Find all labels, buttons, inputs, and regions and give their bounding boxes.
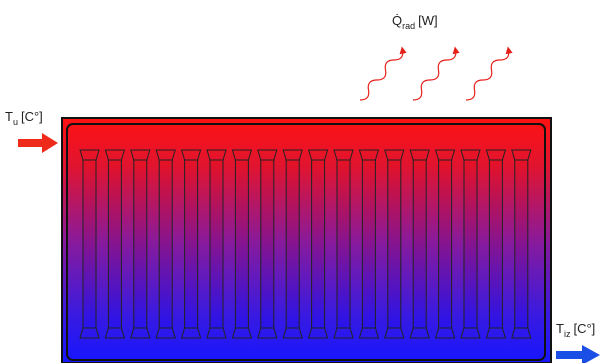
column bbox=[514, 159, 529, 329]
column bbox=[184, 159, 199, 329]
column bbox=[285, 159, 300, 329]
column bbox=[361, 159, 376, 329]
outlet-arrow bbox=[556, 345, 600, 363]
label-subscript: rad bbox=[402, 21, 415, 31]
label-subscript: u bbox=[13, 117, 18, 127]
column bbox=[158, 159, 173, 329]
column-bottom-cap bbox=[460, 327, 481, 339]
column bbox=[387, 159, 402, 329]
column bbox=[311, 159, 326, 329]
column-bottom-cap bbox=[231, 327, 253, 339]
column-bottom-cap bbox=[307, 327, 329, 339]
label-unit: [C°] bbox=[21, 109, 43, 124]
column-bottom-cap bbox=[257, 327, 278, 339]
column-bottom-cap bbox=[155, 327, 176, 339]
column bbox=[209, 159, 224, 329]
column-bottom-cap bbox=[485, 327, 507, 339]
inlet-label: Tu [C°] bbox=[5, 109, 43, 127]
column-bottom-cap bbox=[282, 327, 303, 339]
column bbox=[438, 159, 453, 329]
column bbox=[488, 159, 503, 329]
column bbox=[133, 159, 148, 329]
label-symbol: Q̇ bbox=[392, 13, 402, 28]
column-bottom-cap bbox=[130, 327, 151, 339]
column-bottom-cap bbox=[434, 327, 456, 339]
radiator-frame bbox=[66, 123, 546, 361]
label-unit: [C°] bbox=[573, 321, 595, 336]
column-bottom-cap bbox=[409, 327, 430, 339]
column bbox=[412, 159, 427, 329]
column bbox=[234, 159, 249, 329]
radiator-columns bbox=[79, 149, 532, 339]
heat-wave bbox=[412, 46, 460, 101]
column bbox=[336, 159, 351, 329]
label-symbol: T bbox=[556, 321, 564, 336]
label-subscript: iz bbox=[564, 329, 571, 339]
inlet-arrow bbox=[18, 133, 58, 153]
column-bottom-cap bbox=[358, 327, 380, 339]
column-bottom-cap bbox=[180, 327, 202, 339]
heat-wave bbox=[465, 46, 513, 101]
label-symbol: T bbox=[5, 109, 13, 124]
column bbox=[463, 159, 478, 329]
column-bottom-cap bbox=[104, 327, 126, 339]
label-unit: [W] bbox=[418, 13, 438, 28]
column-bottom-cap bbox=[79, 327, 100, 339]
column bbox=[260, 159, 275, 329]
column-bottom-cap bbox=[206, 327, 227, 339]
column-bottom-cap bbox=[384, 327, 405, 339]
heat-waves bbox=[359, 46, 513, 101]
column bbox=[82, 159, 97, 329]
heat-label: Q̇rad [W] bbox=[392, 13, 438, 31]
outlet-label: Tiz [C°] bbox=[556, 321, 595, 339]
column-bottom-cap bbox=[333, 327, 354, 339]
heat-wave bbox=[359, 46, 407, 101]
column-bottom-cap bbox=[511, 327, 532, 339]
column bbox=[107, 159, 122, 329]
